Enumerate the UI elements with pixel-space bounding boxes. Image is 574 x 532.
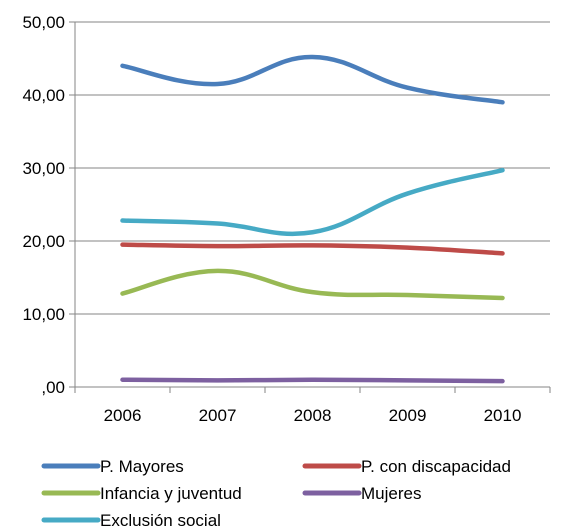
y-tick-label: 30,00 (22, 159, 65, 178)
legend-label: P. con discapacidad (361, 457, 511, 476)
legend-label: Infancia y juventud (100, 484, 242, 503)
legend-label: Exclusión social (100, 511, 221, 530)
y-tick-label: 40,00 (22, 86, 65, 105)
x-tick-label: 2006 (104, 406, 142, 425)
series-line (120, 268, 505, 301)
x-tick-label: 2007 (199, 406, 237, 425)
axes (74, 22, 550, 388)
x-tick-label: 2009 (389, 406, 427, 425)
legend-label: P. Mayores (100, 457, 184, 476)
legend-label: Mujeres (361, 484, 421, 503)
y-tick-label: 50,00 (22, 13, 65, 32)
y-tick-label: ,00 (41, 378, 65, 397)
y-tick-label: 20,00 (22, 232, 65, 251)
x-tick-label: 2008 (294, 406, 332, 425)
series-line (120, 377, 505, 384)
x-tick-label: 2010 (484, 406, 522, 425)
x-tick-labels: 2006 2007 2008 2009 2010 (74, 387, 551, 425)
series-line (120, 242, 505, 256)
series-lines (120, 54, 505, 384)
series-line (120, 167, 505, 237)
legend: P. Mayores P. con discapacidad Infancia y … (41, 457, 511, 530)
series-line (120, 54, 505, 105)
y-tick-label: 10,00 (22, 305, 65, 324)
gridlines (69, 21, 550, 388)
y-tick-labels: ,00 10,00 20,00 30,00 40,00 50,00 (22, 13, 65, 397)
